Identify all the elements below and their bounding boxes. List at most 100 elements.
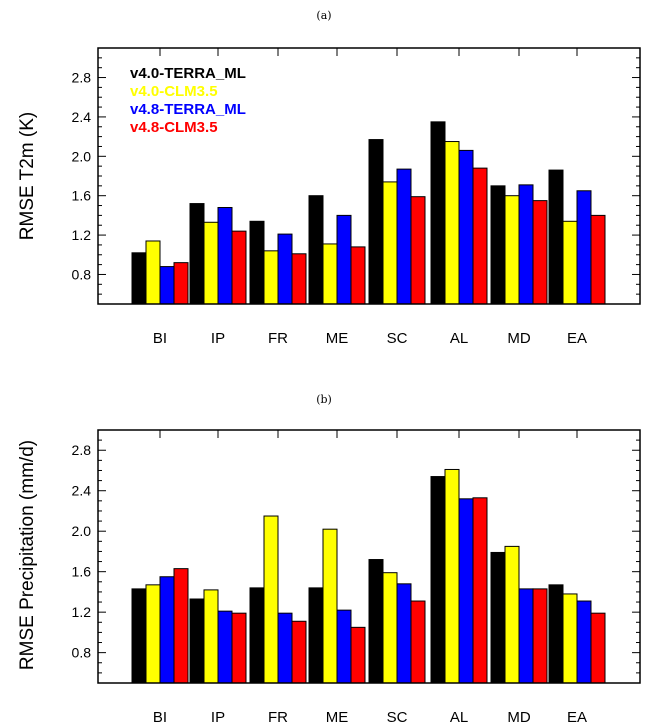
bar-ip-series-2 <box>203 589 219 684</box>
bar-ea-series-3 <box>576 600 592 684</box>
bar-fr-series-1 <box>249 587 265 684</box>
bar-sc-series-3 <box>396 583 412 684</box>
panel-a-ticks: 0.8 1.2 1.6 2.0 2.4 2.8 BI IP FR ME SC AL MD EA <box>72 47 640 347</box>
y-tick-label: 1.6 <box>72 564 92 580</box>
bar-ea-series-2 <box>562 593 578 684</box>
category-label-fr: FR <box>268 709 288 724</box>
bar-sc-series-2 <box>382 572 398 684</box>
bar-bi-series-1 <box>131 252 147 305</box>
bar-ea-series-1 <box>548 584 564 684</box>
y-tick-label: 2.8 <box>72 70 92 86</box>
category-label-al: AL <box>450 709 468 724</box>
y-tick-label: 2.4 <box>72 109 92 125</box>
panel-b-y-axis-title: RMSE Precipitation (mm/d) <box>17 440 38 670</box>
legend-entry-2: v4.0-CLM3.5 <box>130 83 218 100</box>
legend-entry-1: v4.0-TERRA_ML <box>130 65 246 82</box>
bar-fr-series-2 <box>263 515 279 684</box>
bar-fr-series-3 <box>277 233 293 305</box>
y-tick-label: 2.8 <box>72 442 92 458</box>
y-tick-label: 2.0 <box>72 148 92 164</box>
legend-entry-3: v4.8-TERRA_ML <box>130 101 246 118</box>
panel-b: (b) RMSE Precipitation (mm/d) 0.8 1.2 1.6 2… <box>17 393 641 724</box>
bar-fr-series-2 <box>263 250 279 305</box>
bar-me-series-1 <box>308 587 324 684</box>
panel-b-plot-frame <box>97 429 641 684</box>
category-label-sc: SC <box>387 330 408 347</box>
category-label-al: AL <box>450 330 468 347</box>
bar-al-series-1 <box>430 121 446 305</box>
bar-me-series-2 <box>322 243 338 305</box>
bar-bi-series-4 <box>173 568 189 684</box>
bar-bi-series-2 <box>145 240 161 305</box>
panel-a-plot-frame <box>97 47 641 305</box>
bar-fr-series-4 <box>291 253 307 305</box>
bar-md-series-2 <box>504 195 520 305</box>
panel-a: (a) RMSE T2m (K) 0.8 1.2 1.6 2.0 2.4 2.8 BI IP F… <box>17 9 641 347</box>
y-tick-label: 1.2 <box>72 604 92 620</box>
bar-ip-series-1 <box>189 203 205 305</box>
bar-ea-series-4 <box>590 612 606 684</box>
legend-entry-4: v4.8-CLM3.5 <box>130 119 218 136</box>
panel-a-y-axis-title: RMSE T2m (K) <box>17 112 38 240</box>
bar-sc-series-1 <box>368 559 384 684</box>
bar-me-series-3 <box>336 609 352 684</box>
category-label-ip: IP <box>211 330 225 347</box>
bar-bi-series-3 <box>159 576 175 684</box>
bar-md-series-3 <box>518 588 534 684</box>
bar-al-series-2 <box>444 141 460 305</box>
category-label-ip: IP <box>211 709 225 724</box>
category-label-ea: EA <box>567 330 587 347</box>
category-label-sc: SC <box>387 709 408 724</box>
bar-ip-series-4 <box>231 230 247 305</box>
category-label-md: MD <box>507 330 530 347</box>
category-label-ea: EA <box>567 709 587 724</box>
bar-me-series-4 <box>350 626 366 684</box>
bar-me-series-1 <box>308 195 324 305</box>
panel-b-label: (b) <box>316 393 332 406</box>
category-label-md: MD <box>507 709 530 724</box>
bar-me-series-3 <box>336 214 352 305</box>
bar-ea-series-2 <box>562 220 578 305</box>
bar-sc-series-2 <box>382 181 398 305</box>
bar-sc-series-1 <box>368 139 384 305</box>
bar-ip-series-3 <box>217 207 233 305</box>
bar-ip-series-1 <box>189 598 205 684</box>
bar-fr-series-1 <box>249 220 265 305</box>
bar-al-series-4 <box>472 167 488 305</box>
bar-md-series-4 <box>532 200 548 305</box>
panel-a-legend: v4.0-TERRA_MLv4.0-CLM3.5v4.8-TERRA_MLv4.… <box>130 65 246 136</box>
bar-fr-series-4 <box>291 620 307 684</box>
bar-ip-series-2 <box>203 221 219 305</box>
panel-a-label: (a) <box>316 9 331 22</box>
bar-bi-series-4 <box>173 262 189 305</box>
bar-bi-series-3 <box>159 266 175 305</box>
bar-sc-series-4 <box>410 600 426 684</box>
bar-sc-series-4 <box>410 196 426 305</box>
bar-ea-series-3 <box>576 190 592 305</box>
bar-md-series-1 <box>490 551 506 684</box>
y-tick-label: 2.4 <box>72 483 92 499</box>
bar-bi-series-1 <box>131 588 147 684</box>
bar-ip-series-3 <box>217 610 233 684</box>
category-label-me: ME <box>326 330 349 347</box>
bar-al-series-2 <box>444 468 460 684</box>
y-tick-label: 0.8 <box>72 266 92 282</box>
bar-bi-series-2 <box>145 584 161 684</box>
panel-a-bars <box>131 121 606 305</box>
bar-me-series-4 <box>350 246 366 305</box>
category-label-bi: BI <box>153 330 167 347</box>
bar-sc-series-3 <box>396 168 412 305</box>
category-label-fr: FR <box>268 330 288 347</box>
bar-al-series-3 <box>458 498 474 684</box>
bar-ip-series-4 <box>231 612 247 684</box>
category-label-bi: BI <box>153 709 167 724</box>
category-label-me: ME <box>326 709 349 724</box>
bar-ea-series-4 <box>590 214 606 305</box>
bar-md-series-4 <box>532 588 548 684</box>
bar-md-series-3 <box>518 184 534 305</box>
panel-b-bars <box>131 468 606 684</box>
bar-al-series-1 <box>430 476 446 684</box>
bar-md-series-2 <box>504 545 520 684</box>
bar-ea-series-1 <box>548 169 564 305</box>
